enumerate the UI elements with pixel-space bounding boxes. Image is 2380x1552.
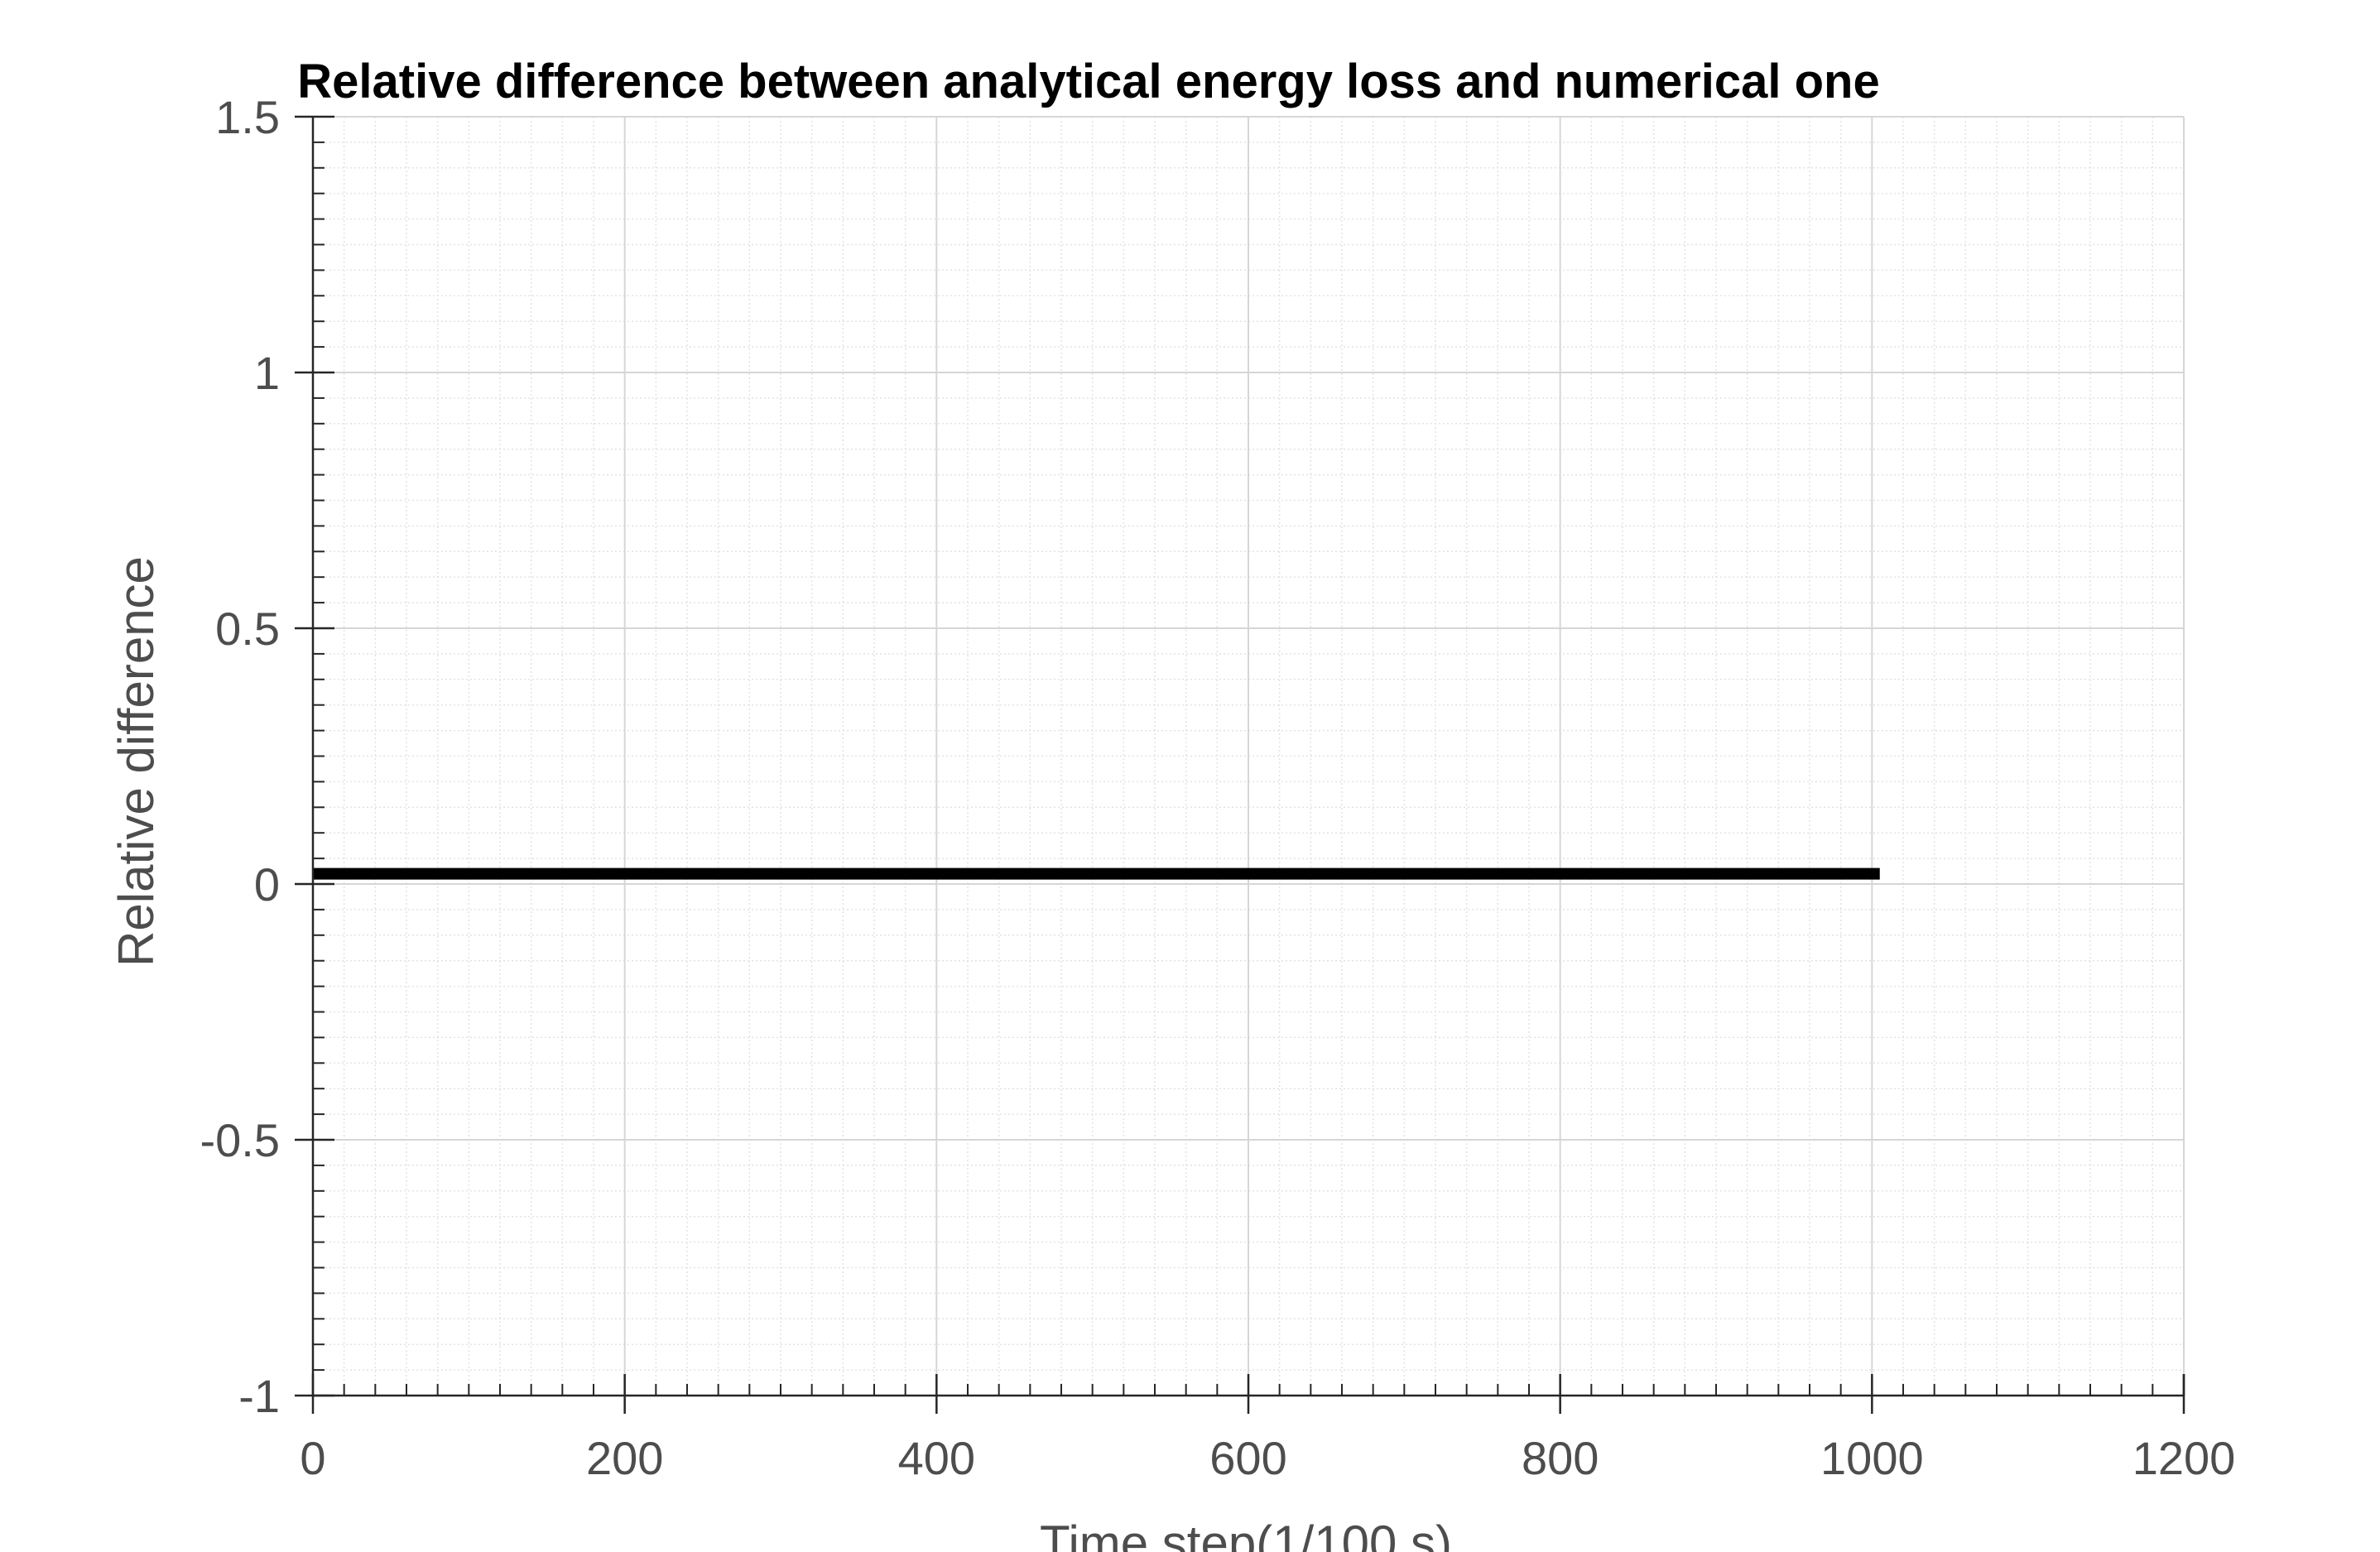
x-axis-label: Time step(1/100 s) xyxy=(1040,1516,1452,1552)
ticks xyxy=(295,115,2185,1414)
x-tick-label: 1000 xyxy=(1820,1432,1924,1484)
y-tick-label: 0 xyxy=(254,858,280,911)
y-tick-label: -0.5 xyxy=(200,1114,281,1166)
x-tick-label: 600 xyxy=(1209,1432,1286,1484)
x-tick-label: 400 xyxy=(898,1432,975,1484)
y-tick-label: 1 xyxy=(254,347,280,399)
y-tick-label: -1 xyxy=(238,1370,280,1422)
chart-title: Relative difference between analytical e… xyxy=(297,55,1879,108)
y-tick-label: 0.5 xyxy=(215,603,280,655)
x-tick-label: 200 xyxy=(586,1432,663,1484)
tick-labels: 0 200 400 600 800 1000 1200 -1 -0.5 0 0.5 1 1.5 xyxy=(200,91,2236,1484)
y-tick-label: 1.5 xyxy=(215,91,280,143)
x-tick-label: 0 xyxy=(300,1432,325,1484)
x-tick-label: 800 xyxy=(1522,1432,1599,1484)
y-axis-label: Relative difference xyxy=(108,556,164,967)
x-tick-label: 1200 xyxy=(2132,1432,2236,1484)
